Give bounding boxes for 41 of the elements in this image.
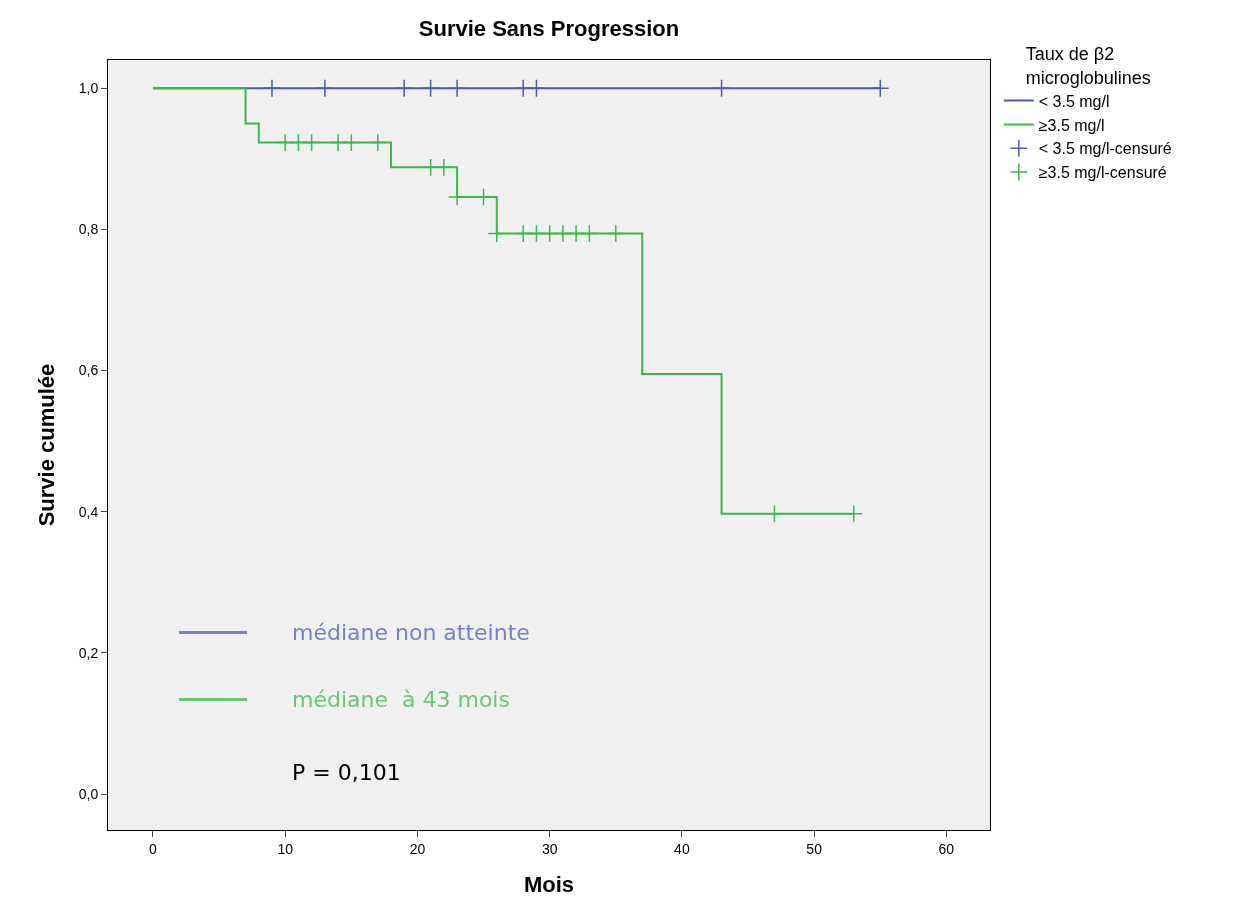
legend-label: < 3.5 mg/l: [1038, 92, 1110, 110]
annotation: médiane à 43 mois: [292, 687, 510, 712]
y-tick-label: 0,0: [78, 785, 99, 802]
point: [527, 79, 546, 98]
x-tick-label: 60: [938, 840, 955, 857]
point: [765, 504, 784, 523]
y-tick-label: 1,0: [78, 80, 99, 97]
point: [606, 224, 625, 243]
x-tick-label: 0: [149, 840, 158, 857]
chart-title: Survie Sans Progression: [418, 15, 680, 41]
y-tick-label: 0,4: [78, 503, 99, 520]
point: [487, 224, 506, 243]
point: [712, 79, 731, 98]
legend-title: Taux de β2 microglobulines: [1025, 44, 1151, 88]
point: [434, 158, 454, 177]
legend-label: ≥3.5 mg/l: [1038, 116, 1105, 134]
y-tick-label: 0,8: [78, 221, 99, 238]
annotation: médiane non atteinte: [292, 620, 530, 645]
point: [315, 79, 335, 98]
y-tick-label: 0,6: [78, 362, 99, 379]
x-tick-label: 10: [277, 840, 294, 857]
point: [342, 133, 361, 152]
x-tick-label: 30: [541, 840, 558, 857]
point: [421, 79, 440, 98]
x-tick-label: 20: [409, 840, 426, 857]
point: [580, 224, 599, 243]
point: [844, 504, 863, 523]
y-axis-title: Survie cumulée: [33, 363, 59, 527]
legend-label: ≥3.5 mg/l-censuré: [1038, 164, 1167, 182]
point: [302, 133, 321, 152]
point: [262, 79, 282, 98]
point: [871, 79, 890, 98]
point: [368, 133, 387, 152]
annotation: P = 0,101: [292, 760, 401, 785]
x-tick-label: 50: [806, 840, 823, 857]
y-tick-label: 0,2: [78, 644, 99, 661]
point: [395, 79, 414, 98]
legend-label: < 3.5 mg/l-censuré: [1038, 140, 1172, 158]
x-axis-title: Mois: [523, 871, 575, 897]
x-tick-label: 40: [674, 840, 690, 857]
point: [447, 79, 467, 98]
